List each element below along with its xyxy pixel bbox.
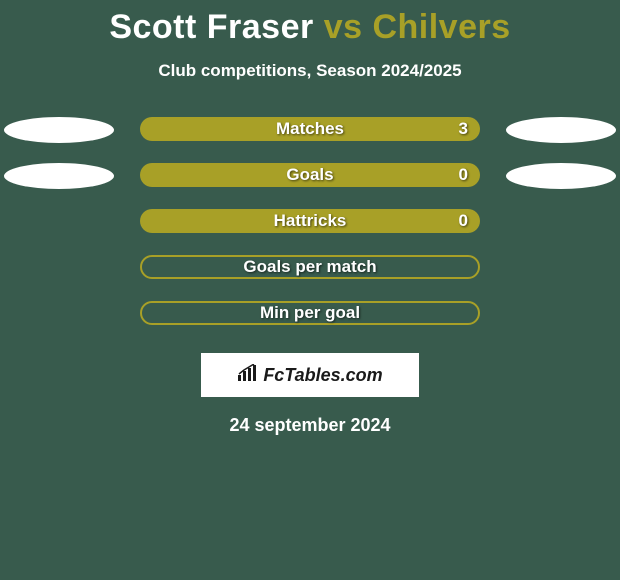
player1-name: Scott Fraser (109, 8, 313, 46)
comparison-title: Scott Fraser vs Chilvers (0, 0, 620, 47)
vs-text: vs (324, 8, 363, 46)
stat-value: 3 (459, 119, 468, 139)
stat-bar: Min per goal (140, 301, 480, 325)
stat-row: Min per goal (0, 299, 620, 345)
subtitle: Club competitions, Season 2024/2025 (0, 61, 620, 81)
player1-ellipse (4, 117, 114, 143)
stat-bar: Goals0 (140, 163, 480, 187)
stat-value: 0 (459, 211, 468, 231)
stat-label: Matches (140, 119, 480, 139)
stat-row: Goals0 (0, 161, 620, 207)
stat-row: Hattricks0 (0, 207, 620, 253)
stat-label: Hattricks (140, 211, 480, 231)
stat-label: Goals (140, 165, 480, 185)
player2-name: Chilvers (372, 8, 510, 46)
player2-ellipse (506, 117, 616, 143)
stat-row: Goals per match (0, 253, 620, 299)
player1-ellipse (4, 163, 114, 189)
logo-text: FcTables.com (263, 365, 382, 386)
bar-chart-icon (237, 364, 259, 387)
stat-label: Min per goal (142, 303, 478, 323)
stat-bar: Goals per match (140, 255, 480, 279)
stat-bar: Matches3 (140, 117, 480, 141)
stat-row: Matches3 (0, 115, 620, 161)
logo: FcTables.com (237, 364, 382, 387)
stats-rows: Matches3Goals0Hattricks0Goals per matchM… (0, 115, 620, 345)
stat-value: 0 (459, 165, 468, 185)
date-text: 24 september 2024 (0, 415, 620, 436)
stat-bar: Hattricks0 (140, 209, 480, 233)
player2-ellipse (506, 163, 616, 189)
stat-label: Goals per match (142, 257, 478, 277)
logo-box: FcTables.com (201, 353, 419, 397)
